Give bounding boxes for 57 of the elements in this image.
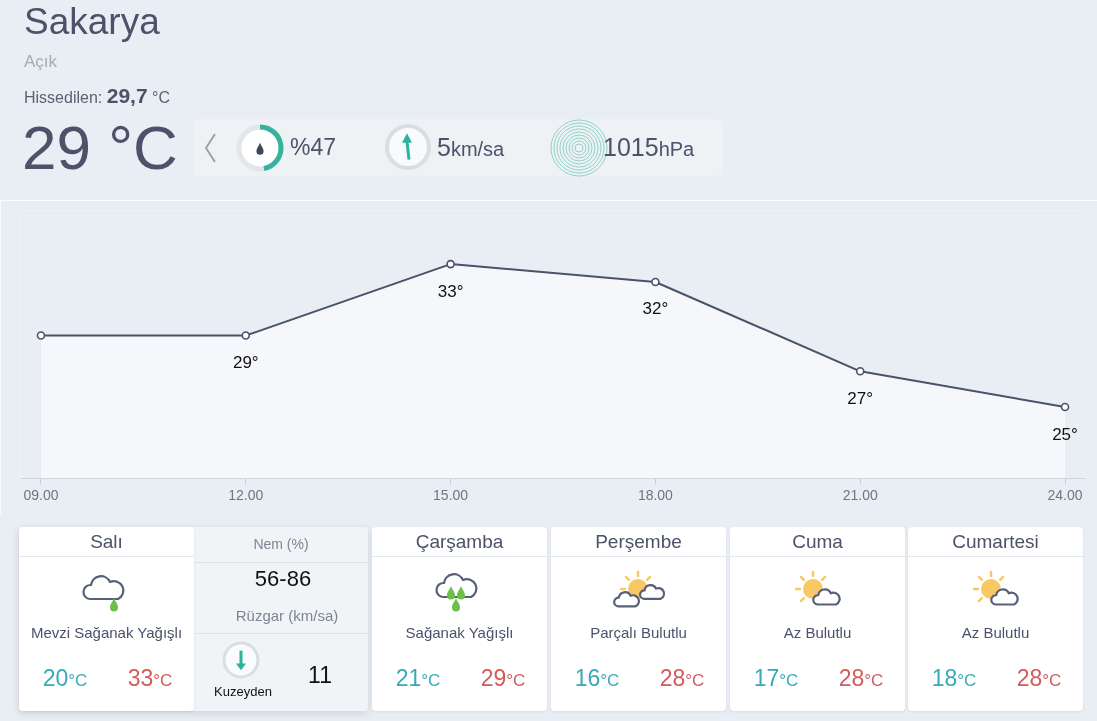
- text: °C: [506, 671, 526, 690]
- text: 29,7: [106, 84, 148, 107]
- x-tick-label: 24.00: [1047, 486, 1083, 503]
- text: 28: [659, 665, 686, 691]
- text: Parçalı Bulutlu: [589, 623, 688, 643]
- text: °C: [1042, 671, 1062, 690]
- text: 21: [395, 665, 422, 691]
- text: Hissedilen:: [24, 89, 103, 106]
- text: Az Bulutlu: [782, 623, 853, 643]
- text: 29 °C: [22, 112, 178, 184]
- x-tick-label: 12.00: [228, 486, 264, 503]
- x-tick-label: 18.00: [637, 486, 674, 503]
- text: Az Bulutlu: [960, 623, 1031, 643]
- text: 5: [437, 133, 451, 161]
- text: Sağanak Yağışlı: [404, 623, 515, 643]
- text: 28: [838, 665, 865, 691]
- text: %47: [290, 133, 337, 162]
- data-label: 29°: [232, 353, 259, 373]
- text: 56-86: [253, 565, 313, 593]
- text: Sakarya: [24, 0, 160, 44]
- text: 33: [127, 665, 154, 691]
- text: Çarşamba: [372, 527, 547, 557]
- x-tick-label: 09.00: [23, 486, 59, 503]
- data-label: 27°: [847, 388, 874, 408]
- text: 29: [480, 665, 507, 691]
- text: Mevzi Sağanak Yağışlı: [29, 623, 184, 643]
- text: Cumartesi: [908, 527, 1083, 557]
- x-tick-label: 15.00: [433, 486, 469, 503]
- text: 16: [574, 665, 601, 691]
- text: °C: [685, 671, 705, 690]
- text: Açık: [24, 51, 58, 73]
- text: Nem (%): [252, 535, 310, 554]
- text: °C: [153, 671, 173, 690]
- data-label: 32°: [642, 299, 669, 319]
- text: °C: [779, 671, 799, 690]
- text: Cuma: [730, 527, 905, 557]
- text: °C: [864, 671, 884, 690]
- text: Kuzeyden: [213, 683, 273, 701]
- data-label: 25°: [1052, 424, 1078, 444]
- text: °C: [957, 671, 977, 690]
- text: Salı: [19, 527, 194, 557]
- text: hPa: [658, 138, 695, 160]
- text: °C: [68, 671, 88, 690]
- text: 18: [931, 665, 958, 691]
- text: 20: [42, 665, 69, 691]
- text: °C: [600, 671, 620, 690]
- text: 1015: [603, 133, 659, 161]
- x-tick-label: 21.00: [842, 486, 878, 503]
- text: 17: [753, 665, 780, 691]
- text: 28: [1016, 665, 1043, 691]
- text: °C: [152, 89, 170, 106]
- text: °C: [421, 671, 441, 690]
- text: Rüzgar (km/sa): [234, 606, 340, 626]
- text: km/sa: [450, 138, 505, 160]
- data-label: 33°: [437, 281, 464, 301]
- text: Perşembe: [551, 527, 726, 557]
- text: 11: [307, 661, 333, 689]
